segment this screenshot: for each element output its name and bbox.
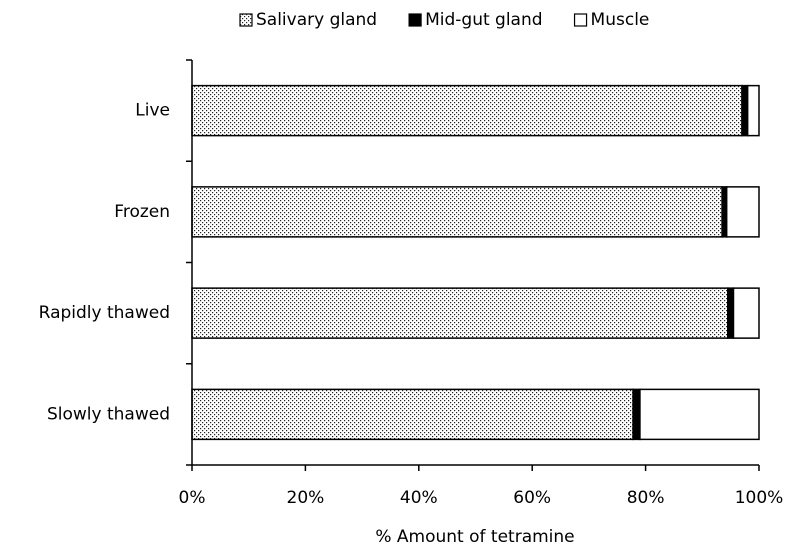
y-tick-label: Live [135,101,170,121]
x-tick-label: 80% [627,488,665,508]
legend-swatch [239,13,253,27]
bar-segment [725,186,760,238]
bar-segment [191,388,634,441]
bar-segment [191,84,743,137]
bar-segment [639,388,760,441]
legend-swatch [573,13,588,27]
x-tick-label: 0% [179,488,206,508]
x-tick-label: 40% [400,488,438,508]
bar-segment [741,84,749,137]
x-axis-title: % Amount of tetramine [375,527,574,547]
bar-segment [746,84,760,137]
legend-swatch [408,13,422,27]
y-tick-label: Rapidly thawed [39,303,170,323]
x-tick-label: 100% [735,488,784,508]
bar-segment [732,287,760,339]
bar-segment [191,186,723,238]
y-tick-label: Frozen [114,202,170,222]
legend-label: Salivary gland [256,10,377,30]
x-tick-label: 60% [513,488,551,508]
bar-segment [632,388,641,441]
bar-segment [191,287,729,339]
bar-segment [727,287,735,339]
legend-label: Mid-gut gland [425,10,542,30]
y-tick-label: Slowly thawed [47,404,170,424]
x-tick-label: 20% [287,488,325,508]
legend-label: Muscle [591,10,650,30]
